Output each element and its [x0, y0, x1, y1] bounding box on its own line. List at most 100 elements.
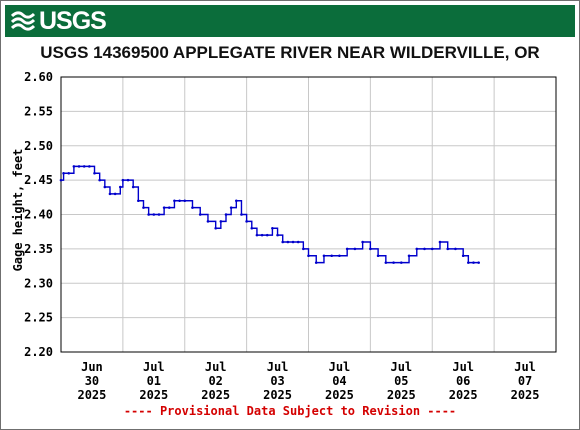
x-tick-label: Jul: [329, 360, 351, 374]
x-tick-label: 07: [518, 374, 532, 388]
data-point: [361, 240, 364, 244]
data-point: [423, 247, 426, 251]
data-point: [322, 254, 326, 258]
data-point: [147, 213, 150, 216]
x-tick-label: 02: [208, 374, 222, 388]
data-point: [178, 199, 181, 203]
plot-border: [60, 76, 557, 353]
data-point: [77, 165, 81, 168]
x-tick-label: 2025: [201, 388, 230, 402]
x-tick-label: 2025: [387, 388, 416, 402]
data-point: [255, 233, 259, 237]
data-point: [198, 213, 202, 216]
data-point: [353, 247, 357, 251]
data-point: [126, 178, 130, 182]
data-point: [173, 199, 176, 203]
data-point: [276, 233, 279, 237]
data-point: [286, 240, 290, 244]
data-point: [438, 240, 442, 244]
y-tick-label: 2.55: [24, 104, 53, 118]
data-point: [162, 206, 166, 209]
y-tick-label: 2.25: [24, 311, 53, 325]
x-tick-label: 03: [270, 374, 284, 388]
provisional-note: ---- Provisional Data Subject to Revisio…: [123, 404, 457, 418]
data-point: [384, 261, 388, 264]
data-point: [446, 247, 450, 251]
x-tick-label: 2025: [449, 388, 478, 402]
data-point: [291, 240, 295, 244]
data-point: [229, 206, 233, 209]
x-tick-label: 2025: [139, 388, 168, 402]
data-point: [152, 213, 156, 216]
data-point: [430, 247, 434, 251]
x-tick-label: Jun: [81, 360, 103, 374]
data-point: [219, 220, 223, 223]
y-tick-label: 2.60: [24, 70, 53, 84]
data-point: [214, 226, 217, 230]
usgs-logo-text: USGS: [39, 6, 107, 35]
data-point: [108, 192, 112, 196]
data-point: [265, 233, 269, 237]
data-point: [461, 254, 465, 258]
data-point: [93, 171, 96, 175]
data-point: [167, 206, 171, 209]
x-tick-label: Jul: [267, 360, 289, 374]
x-tick-label: 2025: [77, 388, 106, 402]
data-point: [302, 247, 305, 251]
x-tick-label: Jul: [143, 360, 165, 374]
data-point: [191, 206, 194, 209]
data-point: [392, 261, 395, 264]
data-point: [98, 178, 101, 182]
data-point: [407, 254, 411, 258]
data-point: [113, 192, 117, 196]
data-point: [183, 199, 187, 203]
data-point: [67, 171, 71, 175]
x-tick-label: 2025: [325, 388, 354, 402]
y-tick-label: 2.45: [24, 173, 53, 187]
data-point: [345, 247, 349, 251]
data-point: [314, 261, 318, 264]
data-point: [59, 178, 63, 182]
x-tick-label: 30: [85, 374, 99, 388]
data-point: [245, 220, 248, 223]
data-point: [206, 220, 210, 223]
x-tick-label: 2025: [263, 388, 292, 402]
y-tick-label: 2.20: [24, 345, 53, 359]
x-tick-label: 04: [332, 374, 346, 388]
data-point: [121, 178, 125, 182]
data-point: [307, 254, 310, 258]
data-point: [88, 165, 91, 168]
data-point: [250, 226, 254, 230]
x-tick-label: 05: [394, 374, 408, 388]
x-tick-label: Jul: [452, 360, 474, 374]
data-point: [477, 261, 480, 264]
data-point: [72, 165, 76, 168]
x-tick-label: 06: [456, 374, 470, 388]
data-point: [415, 247, 419, 251]
data-point: [271, 226, 274, 230]
y-tick-label: 2.30: [24, 276, 53, 290]
x-tick-label: 2025: [511, 388, 540, 402]
data-point: [281, 240, 285, 244]
usgs-logo[interactable]: USGS: [11, 6, 107, 35]
data-point: [137, 199, 140, 203]
data-point: [62, 171, 65, 175]
data-point: [296, 240, 300, 244]
data-point: [467, 261, 470, 264]
data-point: [369, 247, 372, 251]
data-point: [131, 185, 135, 189]
usgs-banner: USGS: [5, 5, 575, 37]
y-tick-label: 2.40: [24, 208, 53, 222]
x-tick-label: Jul: [390, 360, 412, 374]
data-point: [224, 213, 228, 216]
data-point: [472, 261, 475, 264]
data-point: [142, 206, 145, 209]
data-point: [235, 199, 238, 203]
data-point: [82, 165, 86, 168]
y-tick-label: 2.50: [24, 139, 53, 153]
data-point: [400, 261, 403, 264]
x-tick-label: Jul: [205, 360, 227, 374]
data-point: [103, 185, 107, 189]
data-point: [240, 213, 243, 216]
